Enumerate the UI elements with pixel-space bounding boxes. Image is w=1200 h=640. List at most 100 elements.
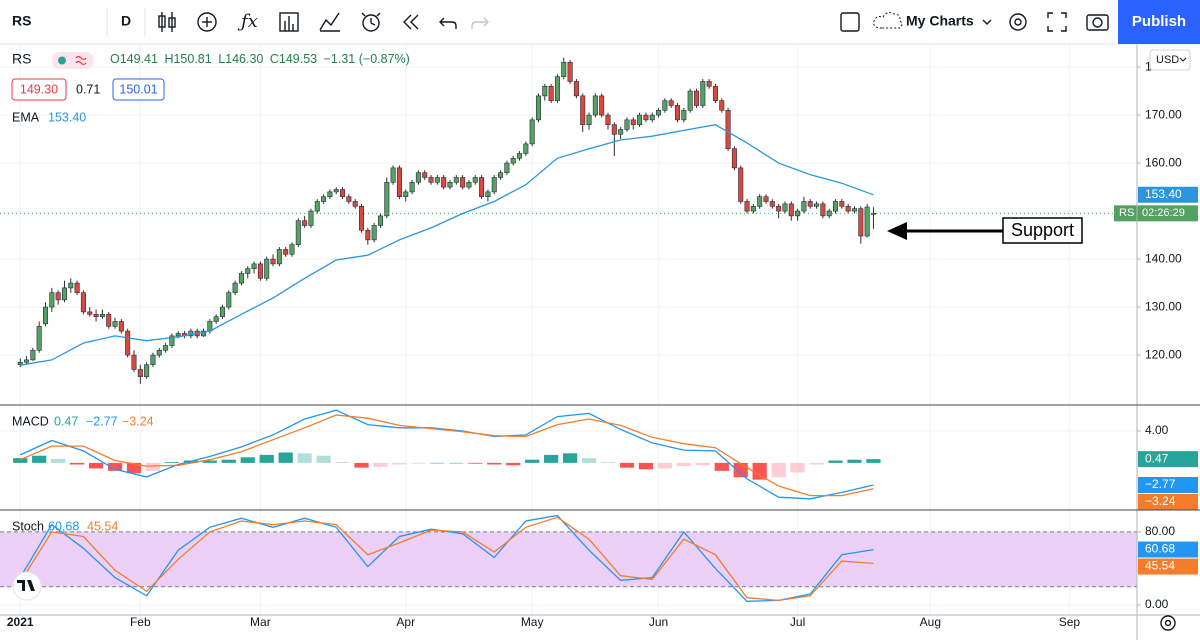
- candle-body: [226, 292, 232, 308]
- undo-button[interactable]: [439, 17, 457, 29]
- candle-body: [352, 201, 358, 207]
- publish-button-bg[interactable]: [1118, 0, 1200, 44]
- y-tick-label: 130.00: [1145, 299, 1182, 313]
- candle-body: [213, 316, 219, 322]
- toolbar-bg: [0, 0, 1200, 44]
- candle-body: [283, 249, 289, 255]
- candle-body: [55, 292, 61, 301]
- histogram-bar: [259, 454, 274, 463]
- publish-button[interactable]: Publish: [1132, 13, 1186, 30]
- candle-body: [769, 201, 775, 207]
- y-tick-label: 80.00: [1145, 524, 1175, 538]
- candle-body: [99, 313, 105, 317]
- candle-body: [106, 313, 112, 327]
- delayed-icon: [75, 55, 87, 66]
- value-badge: [1138, 541, 1198, 558]
- change: −1.31 (−0.87%): [324, 52, 410, 66]
- chart-type-button[interactable]: [158, 12, 176, 32]
- candle-body: [125, 330, 131, 356]
- my-charts-button[interactable]: My Charts: [906, 13, 974, 29]
- histogram-bar: [411, 462, 426, 464]
- symbol-button[interactable]: RS: [12, 13, 31, 29]
- alert-button[interactable]: [361, 12, 381, 32]
- redo-button[interactable]: [471, 17, 489, 29]
- candle-body: [700, 81, 706, 106]
- macd-name: MACD: [12, 414, 49, 428]
- candle-body: [681, 109, 687, 121]
- macd-pane: [0, 406, 1137, 510]
- histogram-bar: [240, 457, 255, 463]
- value-badge: [1138, 494, 1198, 511]
- histogram-bar: [487, 462, 502, 465]
- candle-body: [238, 273, 244, 284]
- candle-body: [820, 203, 826, 217]
- candle-body: [757, 196, 763, 207]
- candle-body: [302, 220, 308, 226]
- interval-button[interactable]: D: [121, 13, 131, 29]
- candle-body: [599, 95, 605, 116]
- x-tick-label: Jun: [649, 615, 668, 629]
- histogram-bar: [278, 452, 293, 463]
- histogram-bar: [544, 454, 559, 463]
- bar-countdown: 02:26:29: [1142, 207, 1185, 219]
- candle-body: [624, 119, 630, 130]
- candle-body: [662, 100, 668, 111]
- candle-body: [150, 354, 156, 365]
- annotation-text: Support: [1011, 220, 1074, 240]
- candle-body: [144, 364, 150, 377]
- value-badge-label: −3.24: [1145, 494, 1176, 508]
- histogram-bar: [866, 459, 881, 463]
- bid: 149.30: [20, 82, 58, 96]
- histogram-bar: [847, 459, 862, 463]
- histogram-bar: [695, 462, 710, 466]
- candle-body: [649, 114, 655, 121]
- bid-box[interactable]: [11, 78, 67, 101]
- candle-body: [245, 268, 251, 274]
- layout-button[interactable]: [840, 12, 860, 32]
- price-legend: RS O149.41 H150.81 L146.30 C149.53 −1.31…: [11, 51, 410, 124]
- histogram-bar: [468, 462, 483, 464]
- candle-body: [219, 306, 225, 317]
- candle-body: [346, 196, 352, 202]
- candle-body: [485, 191, 491, 197]
- fullscreen-button[interactable]: [1047, 12, 1067, 32]
- stoch-pane: [0, 511, 1137, 615]
- candle-body: [548, 85, 554, 101]
- candle-body: [517, 153, 523, 159]
- macd-histogram-value: 0.47: [54, 414, 78, 428]
- candle-body: [814, 203, 820, 207]
- macd-value: −2.77: [86, 414, 118, 428]
- candle-body: [851, 208, 858, 212]
- candle-body: [460, 177, 466, 188]
- ideas-button[interactable]: [319, 12, 340, 32]
- settings-button[interactable]: [1009, 13, 1027, 31]
- histogram-bar: [600, 462, 616, 463]
- candle-body: [845, 205, 851, 212]
- axis-settings-button[interactable]: [1160, 615, 1176, 631]
- indicators-button[interactable]: ƒx: [237, 11, 258, 32]
- histogram-bar: [752, 462, 767, 480]
- snapshot-button[interactable]: [1086, 14, 1109, 31]
- histogram-bar: [354, 462, 369, 468]
- candle-body: [668, 100, 674, 106]
- value-badge: [1138, 186, 1198, 203]
- replay-button[interactable]: [403, 14, 419, 30]
- candle-body: [200, 330, 207, 337]
- histogram-bar: [676, 462, 691, 467]
- candle-body: [232, 282, 238, 293]
- templates-button[interactable]: [279, 12, 299, 32]
- candle-body: [479, 177, 485, 197]
- candle-body: [554, 76, 560, 101]
- candle-body: [801, 201, 807, 212]
- candle-body: [472, 177, 478, 183]
- histogram-bar: [619, 462, 635, 468]
- histogram-bar: [790, 462, 805, 473]
- candle-body: [390, 167, 396, 183]
- candle-body: [498, 172, 504, 178]
- compare-button[interactable]: [197, 12, 217, 32]
- low: L146.30: [218, 52, 263, 66]
- currency-button[interactable]: [1149, 49, 1191, 71]
- histogram-bar: [581, 458, 597, 463]
- ask-box[interactable]: [112, 78, 165, 101]
- candle-body: [428, 177, 434, 183]
